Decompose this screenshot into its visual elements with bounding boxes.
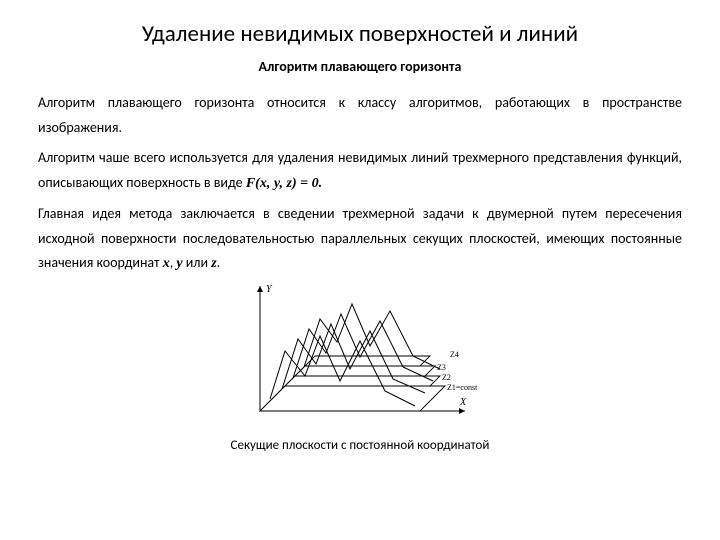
paragraph-3: Главная идея метода заключается в сведен… <box>38 202 682 277</box>
paragraph-2: Алгоритм чаше всего используется для уда… <box>38 146 682 196</box>
page-subtitle: Алгоритм плавающего горизонта <box>38 58 682 75</box>
svg-text:X: X <box>459 397 467 408</box>
para3-text: Главная идея метода заключается в сведен… <box>38 205 682 271</box>
period: . <box>217 254 221 271</box>
coord-x: x <box>163 256 170 271</box>
diagram-svg: Y X Z4 Z3Z2Z1=const <box>210 281 510 431</box>
svg-text:Z2: Z2 <box>442 373 451 382</box>
para2-text: Алгоритм чаше всего используется для уда… <box>38 149 682 191</box>
paragraph-1: Алгоритм плавающего горизонта относится … <box>38 91 682 140</box>
page-title: Удаление невидимых поверхностей и линий <box>38 20 682 48</box>
formula: F(x, y, z) = 0. <box>246 176 322 191</box>
figure: Y X Z4 Z3Z2Z1=const Секущие плоскости с пос… <box>38 281 682 453</box>
svg-text:Z3: Z3 <box>437 363 446 372</box>
figure-caption: Секущие плоскости с постоянной координат… <box>38 438 682 453</box>
svg-text:Z1=const: Z1=const <box>447 383 478 392</box>
svg-text:Z4: Z4 <box>450 350 459 359</box>
sep2: или <box>183 254 212 271</box>
svg-text:Y: Y <box>266 284 273 295</box>
